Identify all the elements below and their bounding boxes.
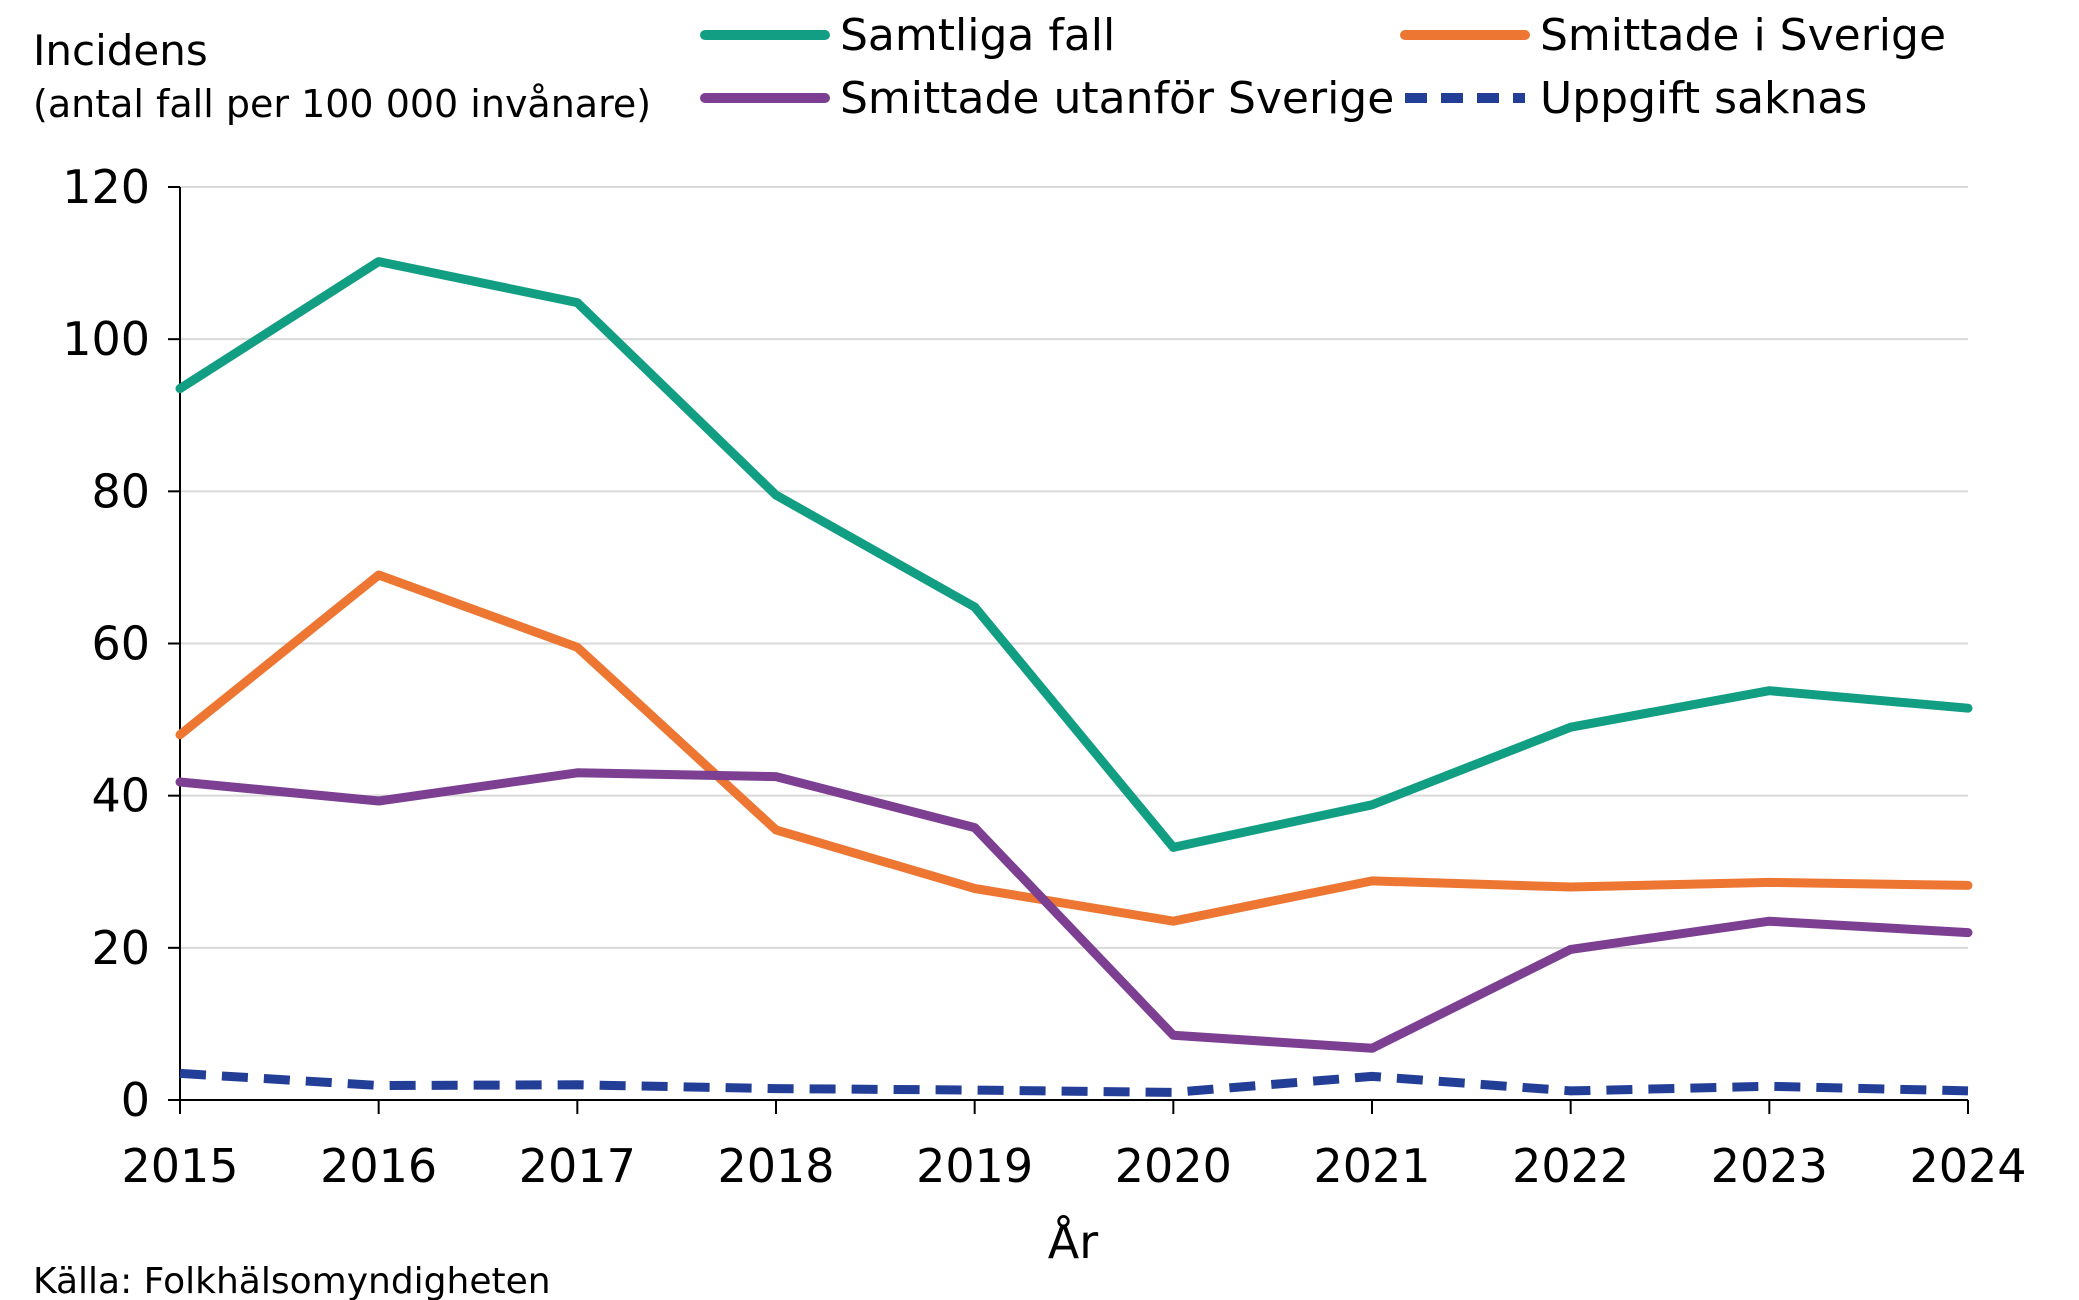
y-tick-label: 80	[91, 464, 150, 518]
series-line-1	[175, 257, 1973, 852]
gridlines	[180, 186, 1968, 949]
legend: Samtliga fall Smittade i Sverige Smittade …	[700, 10, 1946, 124]
y-axis-subtitle: (antal fall per 100 000 invånare)	[33, 82, 651, 126]
legend-label-3: Smittade utanför Sverige	[840, 73, 1394, 124]
x-tick-label: 2023	[1711, 1139, 1828, 1193]
x-tick-label: 2020	[1115, 1139, 1232, 1193]
y-tick-labels: 0 20 40 60 80 100 120	[62, 160, 180, 1127]
x-tick-labels: 2015 2016 2017 2018 2019 2020 2021 2022 2023 2024	[121, 1100, 2027, 1193]
legend-label-1: Samtliga fall	[840, 10, 1115, 61]
x-tick-label: 2016	[320, 1139, 437, 1193]
series-line-2	[175, 570, 1973, 926]
series-line-4	[179, 1068, 1969, 1097]
y-tick-label: 100	[62, 312, 150, 366]
series-line-3	[175, 768, 1973, 1053]
y-axis-title: Incidens	[33, 26, 208, 75]
x-tick-label: 2021	[1313, 1139, 1430, 1193]
source-note: Källa: Folkhälsomyndigheten	[33, 1261, 551, 1300]
y-tick-label: 20	[91, 921, 150, 975]
series-lines	[175, 257, 1973, 1097]
x-tick-label: 2022	[1512, 1139, 1629, 1193]
y-tick-label: 60	[91, 617, 150, 671]
y-tick-label: 0	[121, 1073, 150, 1127]
legend-label-2: Smittade i Sverige	[1540, 10, 1946, 61]
x-tick-label: 2015	[121, 1139, 238, 1193]
x-axis-title: År	[1048, 1215, 1098, 1269]
x-tick-label: 2017	[519, 1139, 636, 1193]
y-tick-label: 120	[62, 160, 150, 214]
legend-label-4: Uppgift saknas	[1540, 73, 1867, 124]
y-tick-label: 40	[91, 769, 150, 823]
x-tick-label: 2018	[717, 1139, 834, 1193]
x-tick-label: 2024	[1909, 1139, 2026, 1193]
x-tick-label: 2019	[916, 1139, 1033, 1193]
